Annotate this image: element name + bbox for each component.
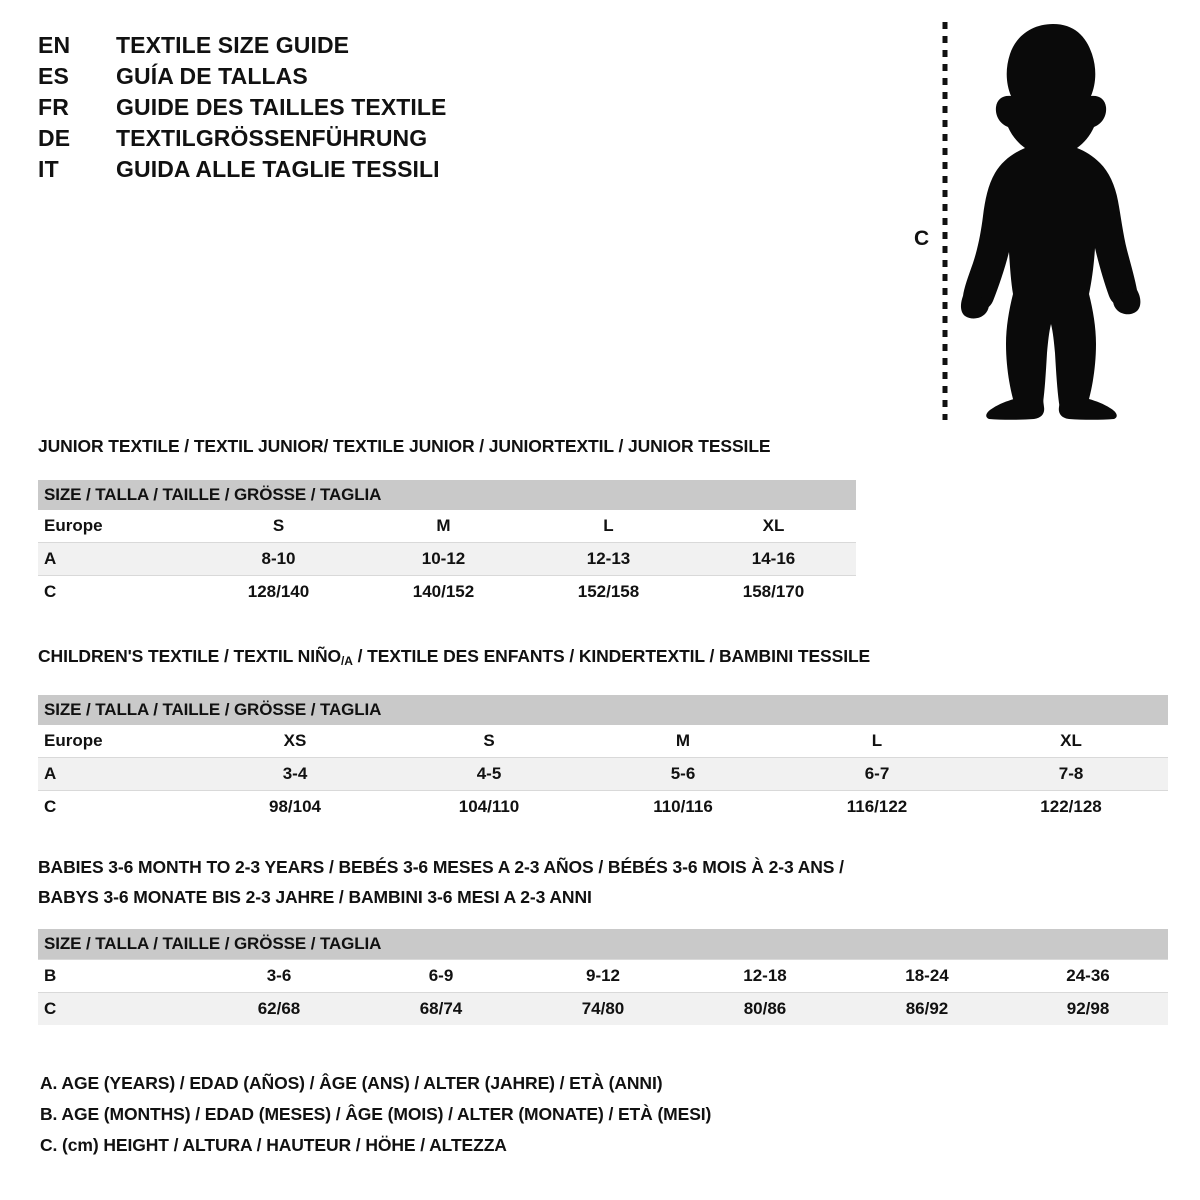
language-row: EN TEXTILE SIZE GUIDE (38, 30, 598, 61)
section-title-children-post: / TEXTILE DES ENFANTS / KINDERTEXTIL / B… (352, 646, 871, 666)
row-label: A (38, 542, 196, 576)
cell-value: 122/128 (974, 790, 1169, 823)
cell-value: 158/170 (691, 575, 856, 608)
cell-value: 92/98 (1008, 992, 1169, 1025)
cell-value: 3-4 (198, 757, 392, 791)
cell-value: 6-7 (780, 757, 974, 791)
row-label: A (38, 757, 198, 791)
dashed-height-line-icon (942, 22, 948, 420)
size-bar-label: SIZE / TALLA / TAILLE / GRÖSSE / TAGLIA (38, 929, 1169, 960)
toddler-silhouette-icon (960, 24, 1141, 420)
cell-value: 116/122 (780, 790, 974, 823)
cell-value: 18-24 (846, 959, 1008, 993)
section-children: CHILDREN'S TEXTILE / TEXTIL NIÑO/A / TEX… (38, 644, 1169, 823)
row-label: B (38, 959, 198, 993)
row-label-region: Europe (38, 510, 196, 543)
language-row: DE TEXTILGRÖSSENFÜHRUNG (38, 123, 598, 154)
legend-line-a: A. AGE (YEARS) / EDAD (AÑOS) / ÂGE (ANS)… (40, 1073, 663, 1093)
row-label: C (38, 790, 198, 823)
table-header-bar: SIZE / TALLA / TAILLE / GRÖSSE / TAGLIA (38, 695, 1169, 725)
language-code-de: DE (38, 125, 71, 151)
row-label-region: Europe (38, 725, 198, 758)
cell-value: 104/110 (392, 790, 586, 823)
cell-value: 62/68 (198, 992, 360, 1025)
language-row: FR GUIDE DES TAILLES TEXTILE (38, 92, 598, 123)
cell-value: 98/104 (198, 790, 392, 823)
legend-line-b: B. AGE (MONTHS) / EDAD (MESES) / ÂGE (MO… (40, 1104, 712, 1124)
table-header-bar: SIZE / TALLA / TAILLE / GRÖSSE / TAGLIA (38, 480, 856, 510)
section-title-children-pre: CHILDREN'S TEXTILE / TEXTIL NIÑO (38, 646, 342, 666)
section-junior: JUNIOR TEXTILE / TEXTIL JUNIOR/ TEXTILE … (38, 434, 856, 608)
table-row: C 98/104 104/110 110/116 116/122 122/128 (38, 790, 1169, 823)
column-header: M (361, 510, 526, 543)
language-row: IT GUIDA ALLE TAGLIE TESSILI (38, 154, 598, 185)
cell-value: 4-5 (392, 757, 586, 791)
column-header: L (526, 510, 691, 543)
column-header: XL (691, 510, 856, 543)
table-row: C 128/140 140/152 152/158 158/170 (38, 575, 856, 608)
cell-value: 68/74 (360, 992, 522, 1025)
language-code-fr: FR (38, 94, 70, 120)
cell-value: 8-10 (196, 542, 361, 576)
language-code-es: ES (38, 63, 70, 89)
column-header: XL (974, 725, 1169, 758)
language-code-it: IT (38, 156, 59, 182)
guide-title-de: TEXTILGRÖSSENFÜHRUNG (116, 125, 428, 151)
cell-value: 14-16 (691, 542, 856, 576)
guide-title-fr: GUIDE DES TAILLES TEXTILE (116, 94, 447, 120)
children-size-table: SIZE / TALLA / TAILLE / GRÖSSE / TAGLIA … (38, 695, 1169, 823)
cell-value: 110/116 (586, 790, 780, 823)
section-title-children-sub: /A (341, 654, 353, 668)
cell-value: 5-6 (586, 757, 780, 791)
language-title-block: EN TEXTILE SIZE GUIDE ES GUÍA DE TALLAS … (38, 30, 598, 185)
cell-value: 10-12 (361, 542, 526, 576)
cell-value: 86/92 (846, 992, 1008, 1025)
cell-value: 80/86 (684, 992, 846, 1025)
section-title-babies-line1: BABIES 3-6 MONTH TO 2-3 YEARS / BEBÉS 3-… (38, 857, 844, 877)
guide-title-en: TEXTILE SIZE GUIDE (116, 32, 350, 58)
column-header: M (586, 725, 780, 758)
guide-title-it: GUIDA ALLE TAGLIE TESSILI (116, 156, 440, 182)
cell-value: 3-6 (198, 959, 360, 993)
table-row: A 3-4 4-5 5-6 6-7 7-8 (38, 757, 1169, 791)
guide-title-es: GUÍA DE TALLAS (116, 63, 308, 89)
table-row-columns: Europe XS S M L XL (38, 725, 1169, 758)
table-row: B 3-6 6-9 9-12 12-18 18-24 24-36 (38, 959, 1169, 993)
section-title-junior: JUNIOR TEXTILE / TEXTIL JUNIOR/ TEXTILE … (38, 436, 771, 456)
cell-value: 9-12 (522, 959, 684, 993)
legend-line-c: C. (cm) HEIGHT / ALTURA / HAUTEUR / HÖHE… (40, 1135, 507, 1155)
cell-value: 74/80 (522, 992, 684, 1025)
table-row-columns: Europe S M L XL (38, 510, 856, 543)
table-header-bar: SIZE / TALLA / TAILLE / GRÖSSE / TAGLIA (38, 929, 1169, 960)
column-header: L (780, 725, 974, 758)
cell-value: 24-36 (1008, 959, 1169, 993)
table-row: C 62/68 68/74 74/80 80/86 86/92 92/98 (38, 992, 1169, 1025)
cell-value: 128/140 (196, 575, 361, 608)
table-row: A 8-10 10-12 12-13 14-16 (38, 542, 856, 576)
column-header: S (392, 725, 586, 758)
cell-value: 140/152 (361, 575, 526, 608)
language-code-en: EN (38, 32, 71, 58)
section-title-babies-line2: BABYS 3-6 MONATE BIS 2-3 JAHRE / BAMBINI… (38, 887, 592, 907)
height-measurement-figure: C (900, 8, 1170, 428)
cell-value: 6-9 (360, 959, 522, 993)
size-bar-label: SIZE / TALLA / TAILLE / GRÖSSE / TAGLIA (38, 480, 856, 510)
junior-size-table: SIZE / TALLA / TAILLE / GRÖSSE / TAGLIA … (38, 480, 856, 608)
language-row: ES GUÍA DE TALLAS (38, 61, 598, 92)
section-title-children: CHILDREN'S TEXTILE / TEXTIL NIÑO/A / TEX… (38, 644, 1168, 673)
column-header: S (196, 510, 361, 543)
cell-value: 7-8 (974, 757, 1169, 791)
section-babies: BABIES 3-6 MONTH TO 2-3 YEARS / BEBÉS 3-… (38, 855, 1169, 1025)
column-header: XS (198, 725, 392, 758)
row-label: C (38, 992, 198, 1025)
babies-size-table: SIZE / TALLA / TAILLE / GRÖSSE / TAGLIA … (38, 929, 1169, 1025)
cell-value: 12-13 (526, 542, 691, 576)
cell-value: 12-18 (684, 959, 846, 993)
row-label: C (38, 575, 196, 608)
height-marker-label: C (914, 227, 930, 250)
legend-block: A. AGE (YEARS) / EDAD (AÑOS) / ÂGE (ANS)… (40, 1068, 711, 1161)
size-bar-label: SIZE / TALLA / TAILLE / GRÖSSE / TAGLIA (38, 695, 1169, 725)
cell-value: 152/158 (526, 575, 691, 608)
